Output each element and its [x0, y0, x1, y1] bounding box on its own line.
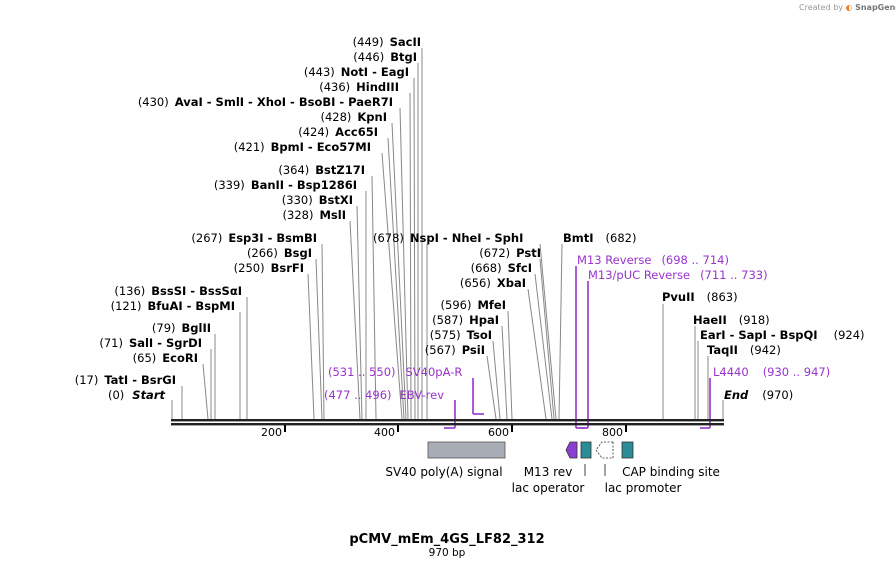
snapgene-logo-icon: ◐	[845, 3, 853, 12]
start-label: (0) Start	[108, 388, 166, 402]
enzyme-label[interactable]: (587) HpaI	[432, 313, 499, 327]
tick-label: 400	[374, 426, 395, 439]
enzyme-label[interactable]: (446) BtgI	[353, 50, 417, 64]
enzyme-labels-left: (449) SacII (446) BtgI (443) NotI - EagI (4…	[75, 35, 421, 402]
enzyme-label[interactable]: (330) BstXI	[282, 193, 353, 207]
enzyme-label[interactable]: HaeII (918)	[693, 313, 770, 327]
enzyme-label[interactable]: (672) PstI	[479, 246, 541, 260]
enzyme-label[interactable]: (443) NotI - EagI	[304, 65, 409, 79]
enzyme-label[interactable]: (71) SalI - SgrDI	[99, 336, 202, 350]
enzyme-label[interactable]: (656) XbaI	[460, 276, 526, 290]
dna-backbone	[171, 419, 724, 426]
enzyme-label[interactable]: (449) SacII	[353, 35, 421, 49]
enzyme-label[interactable]: (678) NspI - NheI - SphI	[373, 231, 523, 245]
enzyme-label[interactable]: (250) BsrFI	[234, 261, 304, 275]
enzyme-label[interactable]: (136) BssSI - BssSαI	[114, 284, 242, 298]
cap-binding-site-feature[interactable]	[621, 441, 634, 459]
enzyme-label[interactable]: (79) BglII	[152, 321, 211, 335]
enzyme-label[interactable]: (364) BstZ17I	[278, 163, 365, 177]
features: SV40 poly(A) signal M13 rev lac operator…	[385, 441, 720, 495]
enzyme-label[interactable]: EarI - SapI - BspQI (924)	[700, 328, 865, 342]
enzyme-label[interactable]: (339) BanII - Bsp1286I	[214, 178, 357, 192]
map-length: 970 bp	[429, 547, 466, 559]
feature-label: lac operator	[512, 481, 585, 495]
snapgene-credit: Created by ◐ SnapGene	[799, 3, 896, 12]
lac-operator-feature[interactable]	[580, 441, 592, 459]
primer-label[interactable]: L4440 (930 .. 947)	[713, 365, 830, 379]
m13-rev-feature[interactable]	[565, 441, 578, 459]
feature-label: CAP binding site	[622, 465, 720, 479]
enzyme-label[interactable]: (430) AvaI - SmlI - XhoI - BsoBI - PaeR7I	[138, 95, 393, 109]
enzyme-label[interactable]: (65) EcoRI	[133, 351, 198, 365]
enzyme-label[interactable]: (121) BfuAI - BspMI	[111, 299, 235, 313]
tick-label: 600	[488, 426, 509, 439]
enzyme-label[interactable]: (328) MslI	[283, 208, 346, 222]
enzyme-label[interactable]: (567) PsiI	[425, 343, 485, 357]
primer-labels: M13 Reverse (698 .. 714) M13/pUC Reverse(…	[324, 253, 830, 402]
enzyme-labels-middle: (678) NspI - NheI - SphI BmtI (682) (672) P…	[373, 231, 636, 357]
enzyme-label[interactable]: (575) TsoI	[430, 328, 492, 342]
enzyme-label[interactable]: (267) Esp3I - BsmBI	[191, 231, 317, 245]
enzyme-labels-right: PvuII (863) HaeII (918) EarI - SapI - BspQ…	[662, 290, 865, 402]
enzyme-label[interactable]: PvuII (863)	[662, 290, 738, 304]
primer-label[interactable]: M13 Reverse (698 .. 714)	[577, 253, 729, 267]
enzyme-label[interactable]: BmtI (682)	[563, 231, 636, 245]
enzyme-label[interactable]: (424) Acc65I	[298, 125, 378, 139]
lac-promoter-feature[interactable]	[595, 441, 614, 459]
enzyme-label[interactable]: (266) BsgI	[247, 246, 312, 260]
enzyme-label[interactable]: (596) MfeI	[441, 298, 506, 312]
enzyme-label[interactable]: TaqII (942)	[707, 343, 781, 357]
enzyme-leader-lines	[171, 48, 724, 420]
sv40-polya-feature[interactable]	[427, 441, 506, 459]
primer-label[interactable]: M13/pUC Reverse (711 .. 733)	[588, 268, 768, 282]
enzyme-label[interactable]: (428) KpnI	[320, 110, 387, 124]
enzyme-label[interactable]: (421) BpmI - Eco57MI	[234, 140, 371, 154]
feature-label: SV40 poly(A) signal	[385, 465, 502, 479]
primer-label[interactable]: (477 .. 496) EBV-rev	[324, 388, 444, 402]
enzyme-label[interactable]: (436) HindIII	[319, 80, 399, 94]
enzyme-label[interactable]: (668) SfcI	[471, 261, 532, 275]
feature-label: M13 rev	[524, 465, 573, 479]
enzyme-label[interactable]: (17) TatI - BsrGI	[75, 373, 176, 387]
tick-label: 200	[261, 426, 282, 439]
primer-label[interactable]: (531 .. 550) SV40pA-R	[328, 365, 462, 379]
feature-label: lac promoter	[605, 481, 682, 495]
map-title: pCMV_mEm_4GS_LF82_312	[349, 532, 544, 547]
end-label: End (970)	[724, 388, 793, 402]
scale-ticks: 200 400 600 800	[261, 425, 627, 439]
tick-label: 800	[602, 426, 623, 439]
